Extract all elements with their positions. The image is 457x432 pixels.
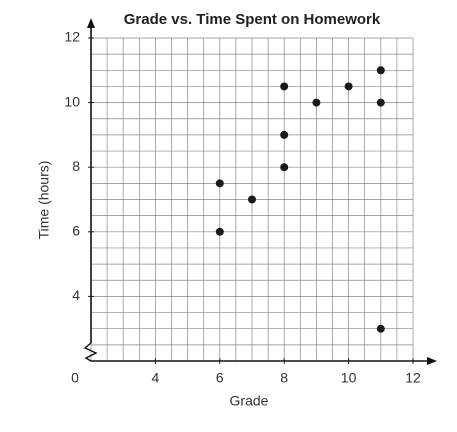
x-tick-label: 8	[280, 370, 288, 386]
y-axis-arrow	[87, 18, 95, 28]
y-tick-label: 4	[72, 287, 80, 303]
x-tick-label: 10	[341, 370, 357, 386]
point	[280, 130, 289, 139]
x-tick-label: 6	[216, 370, 224, 386]
origin-label: 0	[71, 370, 79, 386]
x-axis-arrow	[427, 357, 437, 365]
point	[215, 227, 224, 236]
point	[215, 179, 224, 188]
y-tick-label: 12	[64, 29, 80, 45]
point	[280, 163, 289, 172]
y-axis-label: Time (hours)	[36, 161, 52, 240]
point	[280, 82, 289, 91]
point	[376, 324, 385, 333]
chart-title: Grade vs. Time Spent on Homework	[124, 11, 381, 28]
y-tick-label: 8	[72, 158, 80, 174]
axis-break	[83, 342, 98, 362]
x-tick-label: 12	[405, 370, 421, 386]
point	[376, 66, 385, 75]
point	[376, 98, 385, 107]
x-axis-label: Grade	[230, 393, 269, 409]
y-tick-label: 6	[72, 223, 80, 239]
x-tick-label: 4	[152, 370, 160, 386]
point	[248, 195, 256, 204]
point	[312, 98, 321, 107]
point	[344, 82, 353, 91]
y-tick-label: 10	[64, 93, 80, 109]
